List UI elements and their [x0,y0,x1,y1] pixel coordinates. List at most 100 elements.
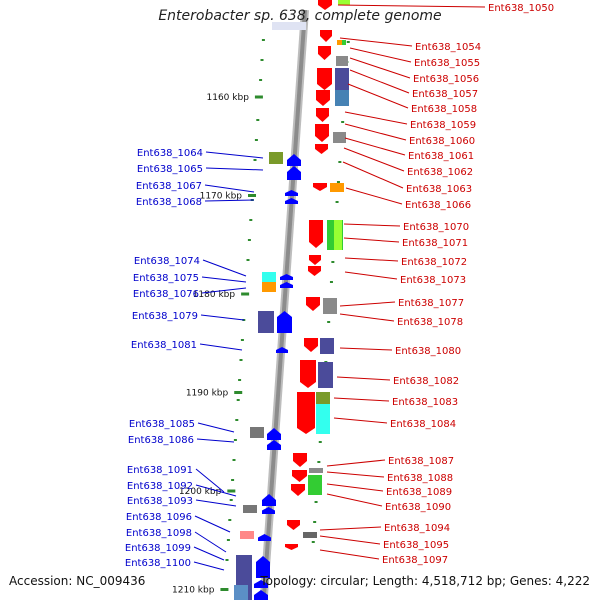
major-tick [234,391,243,394]
minor-tick-left [254,139,258,141]
minor-tick-left [240,339,244,341]
gene-label-forward: Ent638_1056 [413,74,479,85]
label-leader-line [344,257,399,262]
cog-block [320,338,334,354]
minor-tick-left [228,519,232,521]
cog-block [250,427,264,438]
gene-label-forward: Ent638_1077 [398,298,464,309]
gene-label-forward: Ent638_1062 [407,167,473,178]
reverse-gene-arrow [277,311,292,333]
label-leader-line [195,484,237,497]
gene-label-forward: Ent638_1057 [412,89,478,100]
forward-gene-arrow [309,220,323,248]
forward-gene-arrow [304,338,318,352]
minor-tick-left [229,499,233,501]
label-leader-line [339,37,413,47]
gene-label-forward: Ent638_1054 [415,42,481,53]
forward-gene-arrow [306,297,320,311]
minor-tick-left [247,239,251,241]
cog-block [337,40,342,45]
cog-block [316,392,330,404]
minor-tick-right [313,521,317,523]
label-leader-line [204,184,255,193]
label-leader-line [205,151,264,159]
label-leader-line [199,343,243,351]
gene-label-reverse: Ent638_1075 [133,273,199,284]
label-leader-line [349,69,410,94]
minor-tick-right [329,281,333,283]
reverse-gene-arrow [254,590,268,600]
forward-gene-arrow [285,544,298,550]
reverse-gene-arrow [258,534,271,541]
gene-label-reverse: Ent638_1074 [134,256,200,267]
forward-gene-arrow [287,520,300,530]
gene-label-forward: Ent638_1055 [414,58,480,69]
gene-label-forward: Ent638_1084 [390,419,456,430]
minor-tick-left [261,39,265,41]
major-tick [241,292,250,296]
label-leader-line [349,57,411,79]
reverse-gene-arrow [285,198,298,204]
gene-label-forward: Ent638_1066 [405,200,471,211]
forward-gene-arrow [317,68,332,90]
minor-tick-right [314,501,318,503]
reverse-gene-arrow [287,154,301,166]
gene-label-forward: Ent638_1094 [384,523,450,534]
minor-tick-left [226,539,230,541]
cog-block [308,475,322,495]
label-leader-line [205,167,264,171]
gene-labels: Ent638_1050 Ent638_1054 Ent638_1055 Ent638_… [125,3,554,571]
minor-tick-right [338,161,342,163]
label-leader-line [337,4,486,8]
backbone-top-band [272,22,306,30]
label-leader-line [195,468,225,493]
label-leader-line [319,526,382,531]
gene-label-reverse: Ent638_1093 [127,496,193,507]
gene-label-reverse: Ent638_1079 [132,311,198,322]
cog-block [258,311,274,333]
minor-tick-right [331,261,335,263]
ruler-tick-label: 1210 kbp [172,586,215,596]
minor-tick-left [246,259,250,261]
gene-label-forward: Ent638_1078 [397,317,463,328]
forward-gene-arrow [320,30,332,42]
forward-gene-arrow [291,484,305,496]
minor-tick-right [346,41,350,43]
gene-label-reverse: Ent638_1065 [137,164,203,175]
forward-gene-arrow [313,183,327,191]
gene-label-forward: Ent638_1059 [410,120,476,131]
minor-tick-left [253,159,257,161]
label-leader-line [344,111,408,125]
reverse-gene-arrow [287,166,301,180]
gene-label-reverse: Ent638_1099 [125,543,191,554]
minor-tick-left [232,459,236,461]
label-leader-line [347,83,409,109]
label-leader-line [344,137,406,156]
forward-gene-arrow [315,144,328,154]
forward-gene-arrow [300,360,316,388]
forward-gene-arrow [315,124,329,142]
cog-block [330,183,344,192]
label-leader-line [344,271,398,280]
label-leader-line [336,376,391,381]
cog-block [240,531,254,539]
cog-block [318,362,333,388]
gene-label-reverse: Ent638_1091 [127,465,193,476]
gene-label-forward: Ent638_1071 [402,238,468,249]
reverse-gene-arrow [267,428,281,440]
ruler-tick-label: 1170 kbp [200,192,243,202]
label-leader-line [200,314,245,321]
gene-label-reverse: Ent638_1098 [126,528,192,539]
forward-gene-arrow [318,0,332,10]
cog-block [323,298,337,314]
minor-tick-left [249,219,253,221]
gene-label-forward: Ent638_1060 [409,136,475,147]
label-leader-line [333,397,390,402]
label-leader-line [342,161,404,189]
cog-block [335,68,349,90]
forward-gene-arrow [316,108,329,122]
ruler-tick-label: 1200 kbp [179,487,222,497]
gene-features [234,0,350,600]
label-leader-line [194,515,231,533]
